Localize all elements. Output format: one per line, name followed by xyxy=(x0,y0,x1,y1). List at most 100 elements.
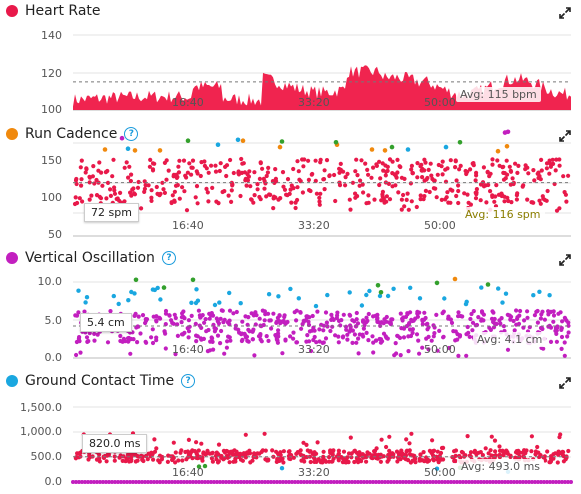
cadence-point xyxy=(563,192,569,197)
cadence-point xyxy=(89,193,94,198)
contact-time-point-base xyxy=(383,480,387,484)
contact-time-point-base xyxy=(245,480,249,484)
cadence-point xyxy=(177,158,182,163)
contact-time-point xyxy=(421,450,426,455)
run-cadence-legend-dot xyxy=(6,128,18,140)
oscillation-point xyxy=(294,318,299,323)
contact-time-point-base xyxy=(104,480,108,484)
contact-time-point-base xyxy=(341,480,345,484)
cadence-point xyxy=(490,157,495,162)
run-cadence-chart[interactable] xyxy=(0,123,581,246)
vertical-oscillation-chart[interactable] xyxy=(0,247,581,370)
cadence-point xyxy=(531,168,536,173)
oscillation-point xyxy=(291,330,296,335)
oscillation-point xyxy=(237,330,242,335)
cadence-point xyxy=(164,158,169,163)
oscillation-point-peak xyxy=(434,280,440,286)
oscillation-point xyxy=(193,321,198,326)
cadence-point xyxy=(317,202,322,207)
cadence-point xyxy=(554,208,560,213)
cadence-point xyxy=(206,199,211,204)
oscillation-point xyxy=(566,330,571,335)
contact-time-point xyxy=(408,460,413,465)
oscillation-point xyxy=(491,319,496,325)
oscillation-point xyxy=(252,353,257,358)
oscillation-point-high xyxy=(359,303,365,308)
cadence-point xyxy=(465,192,470,197)
contact-time-point xyxy=(432,448,437,453)
expand-icon[interactable] xyxy=(559,7,571,19)
cadence-point xyxy=(149,188,154,193)
cadence-point xyxy=(525,197,530,202)
oscillation-point xyxy=(262,309,267,314)
oscillation-point-high xyxy=(126,298,131,303)
cadence-point xyxy=(285,177,291,182)
oscillation-point xyxy=(262,318,267,323)
cadence-point xyxy=(327,173,332,178)
oscillation-point xyxy=(494,321,499,326)
oscillation-point xyxy=(456,310,461,315)
heart-rate-title: Heart Rate xyxy=(25,3,101,19)
oscillation-point-high xyxy=(325,292,330,298)
expand-icon[interactable] xyxy=(559,377,571,389)
oscillation-point xyxy=(314,340,319,345)
contact-time-point-base xyxy=(491,480,495,484)
oscillation-point-high xyxy=(266,292,272,297)
oscillation-point xyxy=(239,338,244,344)
run-cadence-panel: Run Cadence ? 150 100 50 16:40 33:20 50:… xyxy=(0,123,581,246)
oscillation-point xyxy=(108,309,113,314)
y-tick-label: 5.0 xyxy=(44,314,63,327)
contact-time-point xyxy=(561,454,566,459)
contact-time-point xyxy=(372,449,377,454)
contact-time-point-base xyxy=(506,480,510,484)
contact-time-point xyxy=(365,450,370,455)
cadence-point xyxy=(401,192,406,198)
oscillation-point xyxy=(219,328,224,334)
cadence-point xyxy=(409,167,414,172)
cadence-point xyxy=(440,172,445,177)
contact-time-point xyxy=(252,451,257,456)
cadence-point xyxy=(282,187,288,192)
contact-time-point-base xyxy=(242,480,246,484)
cadence-point-high xyxy=(277,144,283,150)
cadence-point xyxy=(139,206,144,211)
vertical-oscillation-panel: Vertical Oscillation ? 10.0 5.0 0.0 16:4… xyxy=(0,247,581,370)
cadence-point xyxy=(448,200,453,205)
expand-icon[interactable] xyxy=(559,254,571,266)
contact-time-point xyxy=(404,437,409,442)
oscillation-point xyxy=(231,311,236,316)
cadence-point xyxy=(170,193,175,198)
expand-icon[interactable] xyxy=(559,130,571,142)
oscillation-point xyxy=(474,322,480,328)
y-tick-label: 100 xyxy=(41,103,62,116)
cadence-point xyxy=(448,158,453,163)
help-icon[interactable]: ? xyxy=(181,374,196,388)
oscillation-point xyxy=(464,353,469,358)
contact-time-point xyxy=(210,459,215,464)
heart-rate-chart[interactable] xyxy=(0,0,581,123)
contact-time-point xyxy=(497,444,502,449)
contact-time-point-base xyxy=(158,480,162,484)
cadence-point xyxy=(313,158,318,163)
contact-time-point-base xyxy=(314,480,318,484)
help-icon[interactable]: ? xyxy=(124,127,139,141)
contact-time-point xyxy=(250,458,255,463)
oscillation-point-high xyxy=(313,303,319,309)
contact-time-point xyxy=(341,449,347,454)
oscillation-point xyxy=(501,324,506,329)
cadence-point xyxy=(384,169,389,174)
contact-time-point xyxy=(320,458,325,463)
oscillation-point xyxy=(306,319,311,324)
oscillation-point xyxy=(76,336,81,341)
oscillation-point xyxy=(515,315,520,320)
panel-title: Ground Contact Time ? xyxy=(6,373,196,389)
cadence-point xyxy=(289,183,294,188)
contact-time-point xyxy=(435,457,440,462)
contact-time-point-base xyxy=(206,480,210,484)
ground-contact-time-chart[interactable] xyxy=(0,370,581,494)
help-icon[interactable]: ? xyxy=(161,251,176,265)
oscillation-point xyxy=(344,327,349,332)
contact-time-point xyxy=(452,449,457,454)
contact-time-point-base xyxy=(233,480,237,484)
oscillation-point xyxy=(189,313,194,318)
